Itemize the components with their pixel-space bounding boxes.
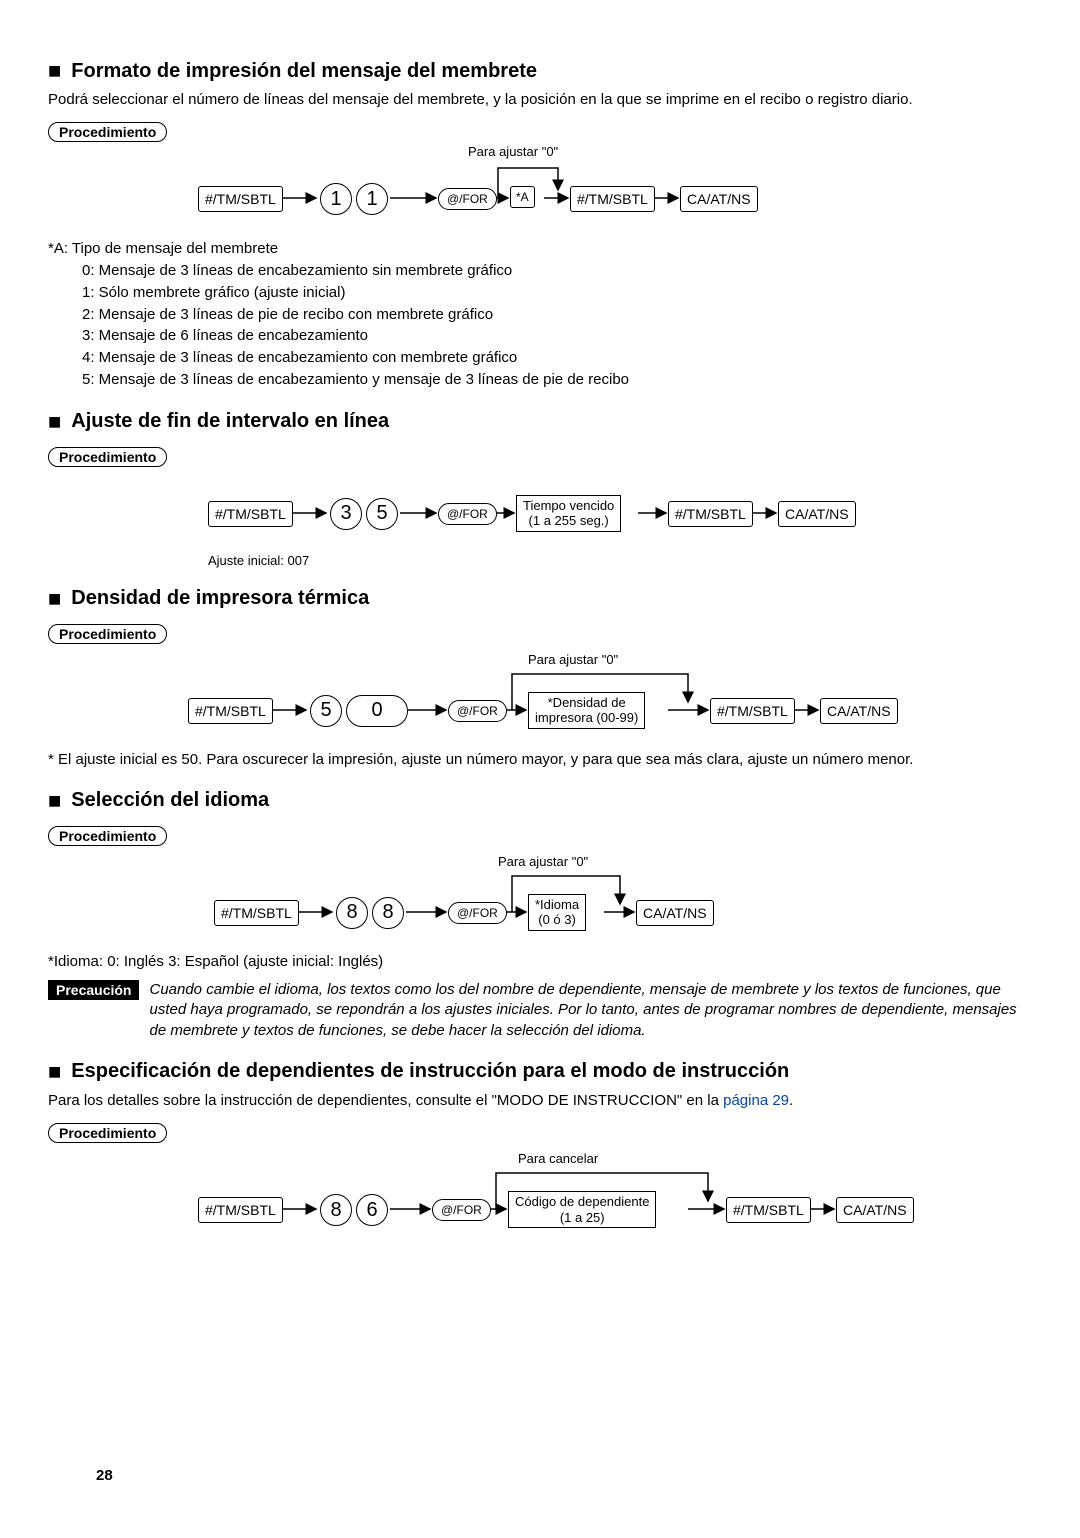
sec5-box-l1: Código de dependiente (515, 1194, 649, 1210)
proc-label: Procedimiento (48, 447, 167, 467)
digit-2: 1 (356, 183, 388, 215)
sec2-note: Ajuste inicial: 007 (208, 553, 1032, 568)
proc-label: Procedimiento (48, 122, 167, 142)
digit-1: 8 (320, 1194, 352, 1226)
key-tmsbtl: #/TM/SBTL (214, 900, 299, 926)
sec3-foot: * El ajuste inicial es 50. Para oscurece… (48, 750, 1032, 770)
sec1-intro: Podrá seleccionar el número de líneas de… (48, 90, 1032, 110)
digit-2: 5 (366, 498, 398, 530)
adjust0-label: Para ajustar "0" (498, 854, 588, 869)
key-tmsbtl-2: #/TM/SBTL (570, 186, 655, 212)
key-atfor: @/FOR (448, 700, 507, 722)
sec5-flow: Para cancelar #/TM/SBTL 8 6 @/FOR Código… (48, 1151, 1032, 1241)
key-tmsbtl: #/TM/SBTL (198, 1197, 283, 1223)
proc-label: Procedimiento (48, 826, 167, 846)
key-atfor: @/FOR (438, 503, 497, 525)
sec2-box-l2: (1 a 255 seg.) (523, 513, 614, 529)
digit-2: 6 (356, 1194, 388, 1226)
adjust0-label: Para ajustar "0" (468, 144, 558, 159)
key-atfor: @/FOR (448, 902, 507, 924)
sec1-title: Formato de impresión del mensaje del mem… (48, 58, 1032, 84)
digit-1: 5 (310, 695, 342, 727)
digit-2: 0 (346, 695, 408, 727)
key-caatns: CA/AT/NS (636, 900, 714, 926)
key-tmsbtl: #/TM/SBTL (198, 186, 283, 212)
sec4-box-l1: *Idioma (535, 897, 579, 913)
sec5-title: Especificación de dependientes de instru… (48, 1059, 1032, 1085)
key-atfor: @/FOR (432, 1199, 491, 1221)
sec4-box-l2: (0 ó 3) (535, 912, 579, 928)
sec2-flow: #/TM/SBTL 3 5 @/FOR Tiempo vencido (1 a … (48, 475, 1032, 545)
sec1-list: *A: Tipo de mensaje del membrete 0: Mens… (48, 238, 1032, 390)
key-tmsbtl: #/TM/SBTL (208, 501, 293, 527)
sec3-title: Densidad de impresora térmica (48, 586, 1032, 612)
sec3-flow: Para ajustar "0" #/TM/SBTL 5 0 @/FOR *De… (48, 652, 1032, 742)
key-caatns: CA/AT/NS (778, 501, 856, 527)
page-link[interactable]: página 29 (723, 1092, 789, 1109)
sec4-caution: Cuando cambie el idioma, los textos como… (149, 980, 1032, 1041)
sec4-legend: *Idioma: 0: Inglés 3: Español (ajuste in… (48, 952, 1032, 972)
digit-1: 8 (336, 897, 368, 929)
sec4-flow: Para ajustar "0" #/TM/SBTL 8 8 @/FOR *Id… (48, 854, 1032, 944)
adjust0-label: Para ajustar "0" (528, 652, 618, 667)
proc-label: Procedimiento (48, 1123, 167, 1143)
key-tmsbtl-2: #/TM/SBTL (668, 501, 753, 527)
page-number: 28 (96, 1467, 113, 1484)
key-tmsbtl: #/TM/SBTL (188, 698, 273, 724)
key-atfor: @/FOR (438, 188, 497, 210)
digit-2: 8 (372, 897, 404, 929)
sec2-title: Ajuste de fin de intervalo en línea (48, 409, 1032, 435)
sec5-intro: Para los detalles sobre la instrucción d… (48, 1091, 1032, 1111)
sec2-box-l1: Tiempo vencido (523, 498, 614, 514)
key-tmsbtl-2: #/TM/SBTL (710, 698, 795, 724)
cancel-label: Para cancelar (518, 1151, 598, 1166)
param-a: *A (510, 186, 535, 208)
sec3-box-l1: *Densidad de (535, 695, 638, 711)
caution-badge: Precaución (48, 980, 139, 1000)
sec1-flow: Para ajustar "0" #/TM/SBTL 1 1 @/FOR *A … (48, 150, 1032, 230)
sec3-box-l2: impresora (00-99) (535, 710, 638, 726)
sec5-box-l2: (1 a 25) (515, 1210, 649, 1226)
key-caatns: CA/AT/NS (820, 698, 898, 724)
proc-label: Procedimiento (48, 624, 167, 644)
digit-1: 3 (330, 498, 362, 530)
key-tmsbtl-2: #/TM/SBTL (726, 1197, 811, 1223)
key-caatns: CA/AT/NS (680, 186, 758, 212)
sec4-title: Selección del idioma (48, 788, 1032, 814)
digit-1: 1 (320, 183, 352, 215)
key-caatns: CA/AT/NS (836, 1197, 914, 1223)
